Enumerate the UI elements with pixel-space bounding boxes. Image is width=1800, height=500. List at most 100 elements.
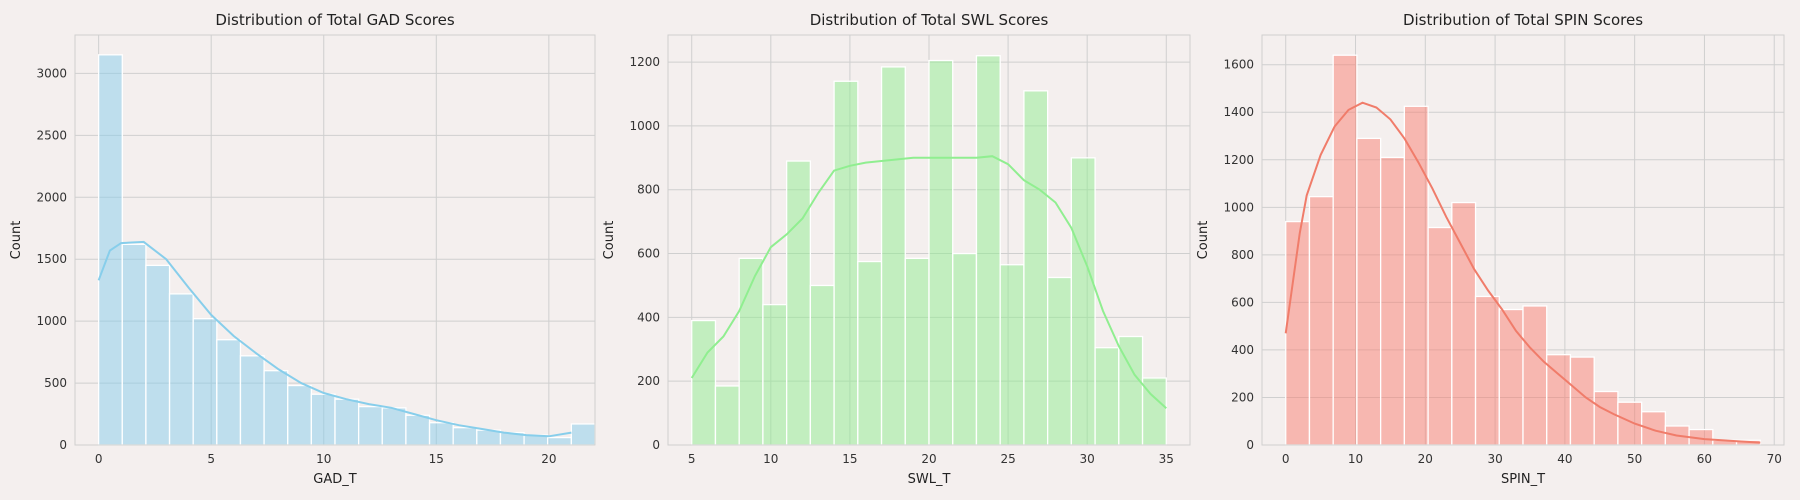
y-tick-label: 800 [637,183,660,197]
x-tick-label: 5 [207,452,215,466]
y-tick-label: 0 [59,438,67,452]
histogram-bar [192,318,218,446]
histogram-bar [1593,390,1619,446]
histogram-bar [857,260,883,446]
y-tick-label: 1400 [1223,105,1254,119]
histogram-bar [833,80,859,446]
plot-frame [74,34,596,446]
histogram-bar [1094,347,1120,446]
histogram-bar [1640,411,1667,446]
histogram-bar [975,55,1001,446]
plot-frame [667,34,1191,446]
histogram-bar [999,264,1025,446]
y-axis-label: Count [602,221,617,260]
histogram-bar [691,319,717,446]
x-tick-label: 40 [1557,452,1572,466]
x-tick-label: 15 [429,452,444,466]
kde-curve [690,155,1167,410]
histogram-bar [1498,308,1524,446]
histogram-bar [428,422,454,446]
y-tick-label: 1000 [1223,200,1254,214]
x-axis-label: SPIN_T [1501,472,1545,487]
histogram-bar [928,59,954,446]
chart-panel-3: 0 10 20 30 40 50 60 70 0 200 400 600 800 1000 1200 1400… [1196,11,1785,487]
y-tick-label: 1600 [1223,58,1254,72]
histogram-bar [809,284,835,446]
x-tick-label: 25 [1000,452,1015,466]
chart-title: Distribution of Total SPIN Scores [1403,11,1643,29]
x-tick-label: 20 [541,452,556,466]
kde-curve [97,240,572,438]
y-tick-label: 0 [652,438,660,452]
histogram-bar [785,160,812,446]
x-tick-label: 30 [1080,452,1095,466]
y-tick-label: 3000 [36,66,67,80]
histogram-bar [145,264,171,446]
y-tick-label: 200 [637,374,660,388]
histogram-bar [405,414,431,446]
histogram-bar [570,423,596,446]
histogram-bar [1522,305,1548,446]
x-tick-label: 35 [1159,452,1174,466]
histogram-bar [1070,157,1096,446]
histogram-bar [1356,137,1382,446]
y-tick-label: 1000 [629,119,660,133]
histogram-bar [287,384,313,446]
histogram-bar [1451,201,1477,446]
histogram-bar [1379,156,1406,446]
y-axis-label: Count [1196,221,1211,260]
x-tick-label: 20 [1418,452,1433,466]
plot-frame [1261,34,1785,446]
histogram-bar [1617,401,1643,446]
histogram-bar [216,339,242,446]
y-tick-label: 400 [637,310,660,324]
histogram-bar [1427,226,1453,446]
histogram-bar [547,436,573,446]
histogram-bar [168,293,194,446]
y-tick-label: 1500 [36,252,67,266]
x-tick-label: 30 [1487,452,1502,466]
x-tick-label: 50 [1627,452,1642,466]
histogram-bar [334,398,360,446]
y-tick-label: 200 [1231,390,1254,404]
histogram-bar [1023,90,1049,446]
y-tick-label: 500 [44,376,67,390]
x-tick-label: 60 [1697,452,1712,466]
histogram-bar [880,66,906,446]
histogram-bar [263,370,289,446]
x-tick-label: 10 [1348,452,1363,466]
chart-title: Distribution of Total GAD Scores [215,11,455,29]
x-tick-label: 20 [921,452,936,466]
x-tick-label: 15 [842,452,857,466]
histogram-bar [714,385,740,446]
histogram-bar [239,355,265,446]
histogram-bar [952,252,978,446]
y-tick-label: 2500 [36,128,67,142]
histogram-bar [904,257,930,446]
y-tick-label: 800 [1231,248,1254,262]
x-tick-label: 10 [763,452,778,466]
histogram-bar [1308,195,1334,446]
x-tick-label: 0 [1282,452,1290,466]
y-tick-label: 600 [637,247,660,261]
x-tick-label: 0 [95,452,103,466]
y-tick-label: 0 [1246,438,1254,452]
x-tick-label: 10 [316,452,331,466]
chart-title: Distribution of Total SWL Scores [810,11,1049,29]
chart-panel-2: 5 10 15 20 25 30 35 0 200 400 600 800 1000 1200 Distri… [602,11,1191,487]
histogram-bar [1046,276,1073,446]
y-tick-label: 400 [1231,343,1254,357]
x-tick-label: 70 [1767,452,1782,466]
histogram-bar [357,405,383,446]
chart-panel-1: 0 5 10 15 20 0 500 1000 1500 2000 2500 3000 Distribu… [9,11,596,487]
x-axis-label: SWL_T [908,472,951,487]
y-tick-label: 1200 [629,55,660,69]
histogram-bar [762,303,788,446]
histogram-bar [452,427,478,446]
x-axis-label: GAD_T [313,472,356,487]
kde-curve [1284,101,1761,444]
y-axis-label: Count [9,221,24,260]
y-tick-label: 1200 [1223,153,1254,167]
histogram-bar [1474,295,1500,446]
